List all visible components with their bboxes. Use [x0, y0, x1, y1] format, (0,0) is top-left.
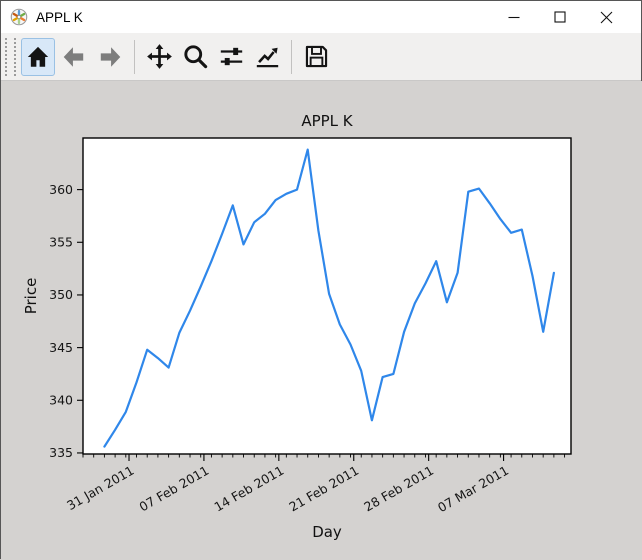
svg-text:14 Feb 2011: 14 Feb 2011 [211, 463, 286, 515]
zoom-button[interactable] [178, 38, 212, 76]
magnifier-icon [183, 45, 207, 69]
svg-text:360: 360 [49, 182, 73, 197]
configure-subplots-button[interactable] [214, 38, 248, 76]
figure-area: 335 340 345 350 355 360 31 Jan 2011 07 Feb 2011… [1, 81, 642, 560]
back-arrow-icon [63, 46, 84, 67]
toolbar-separator [291, 39, 292, 74]
svg-text:21 Feb 2011: 21 Feb 2011 [286, 463, 361, 515]
save-button[interactable] [299, 38, 333, 76]
maximize-button[interactable] [537, 1, 583, 33]
toolbar-separator [134, 39, 135, 74]
chart-title: APPL K [301, 112, 353, 130]
pan-button[interactable] [142, 38, 176, 76]
forward-button[interactable] [93, 38, 127, 76]
line-chart-icon [256, 47, 278, 68]
svg-text:07 Feb 2011: 07 Feb 2011 [137, 463, 212, 515]
svg-text:28 Feb 2011: 28 Feb 2011 [361, 463, 436, 515]
back-button[interactable] [57, 38, 91, 76]
home-button[interactable] [21, 37, 55, 76]
toolbar-grip[interactable] [5, 37, 16, 76]
edit-parameters-button[interactable] [250, 38, 284, 76]
forward-arrow-icon [100, 46, 121, 67]
maximize-icon [554, 11, 566, 23]
minimize-icon [508, 16, 520, 19]
svg-text:335: 335 [49, 445, 73, 460]
navigation-toolbar [1, 33, 641, 81]
matplotlib-logo-icon [10, 8, 28, 26]
home-icon [27, 46, 49, 67]
window-titlebar: APPL K [1, 1, 641, 33]
close-button[interactable] [583, 1, 629, 33]
svg-text:350: 350 [49, 287, 73, 302]
pan-arrows-icon [146, 44, 172, 69]
svg-text:31 Jan 2011: 31 Jan 2011 [64, 463, 136, 513]
sliders-icon [220, 47, 242, 66]
floppy-disk-icon [305, 45, 327, 68]
svg-text:355: 355 [49, 235, 73, 250]
close-icon [600, 11, 612, 23]
chart-canvas[interactable]: 335 340 345 350 355 360 31 Jan 2011 07 Feb 2011… [1, 81, 642, 560]
x-axis-label: Day [312, 523, 342, 541]
svg-text:340: 340 [49, 393, 73, 408]
y-axis-label: Price [22, 277, 40, 315]
svg-text:07 Mar 2011: 07 Mar 2011 [435, 463, 511, 516]
minimize-button[interactable] [491, 1, 537, 33]
window-title: APPL K [36, 9, 83, 25]
svg-text:345: 345 [49, 340, 73, 355]
